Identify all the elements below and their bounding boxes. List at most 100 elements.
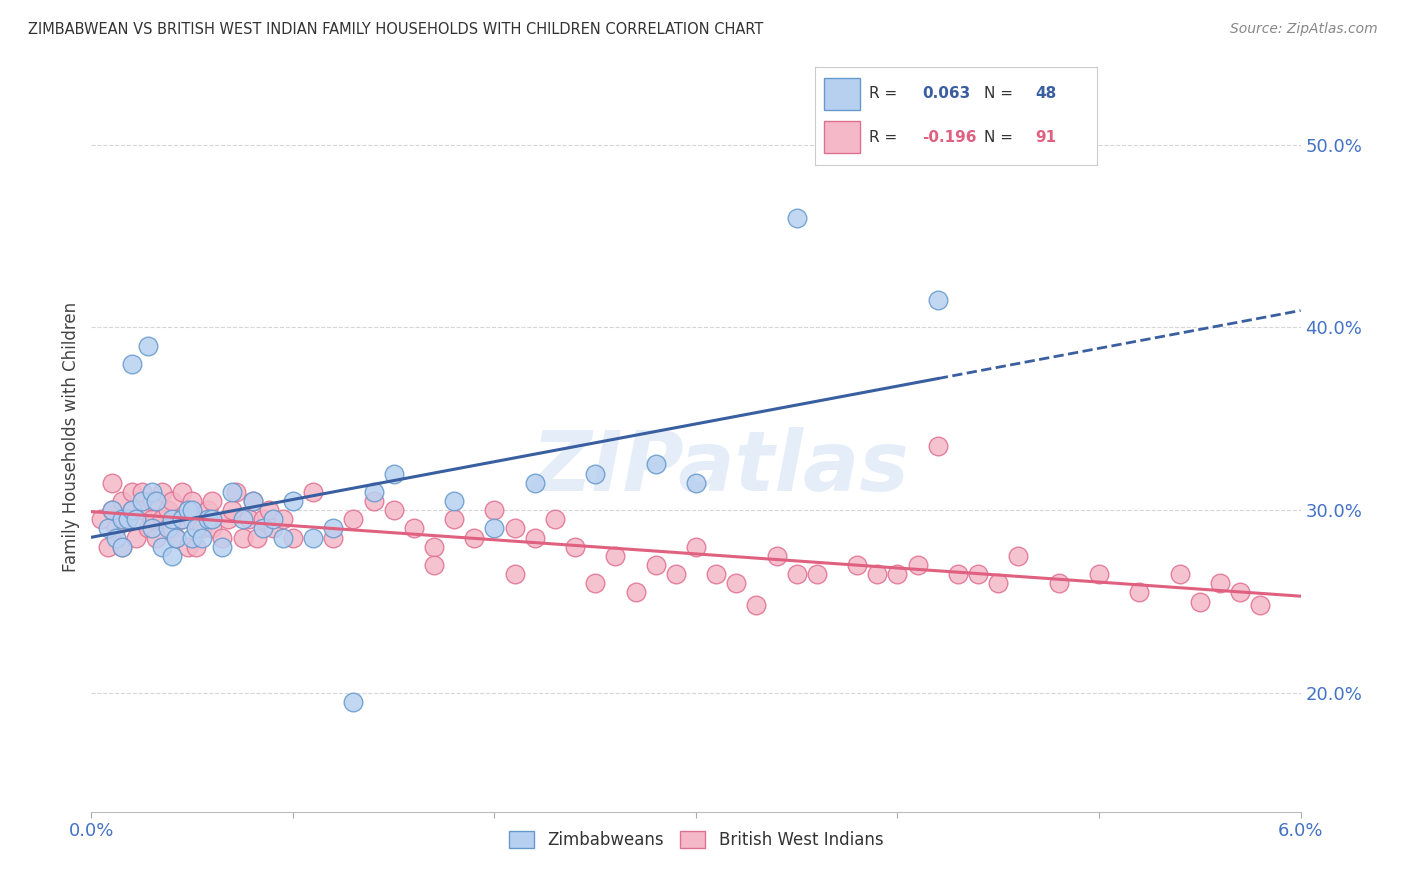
Point [281,531,304,545]
Bar [824,121,860,153]
Point [104,521,127,535]
Point [927,293,949,307]
Point [1229,585,1251,599]
Point [271,531,294,545]
Point [806,567,828,582]
Point [745,598,768,612]
Point [946,567,969,582]
Point [150,484,173,499]
Point [131,484,153,499]
Point [1168,567,1191,582]
Text: R =: R = [869,130,903,145]
Point [136,521,159,535]
Point [246,531,269,545]
Point [111,512,132,526]
Point [281,494,304,508]
Point [191,521,214,535]
Point [1007,549,1029,563]
Point [503,567,526,582]
Point [160,521,183,535]
Point [160,494,183,508]
Point [165,531,187,545]
Point [125,512,148,526]
Point [987,576,1010,591]
Point [191,531,214,545]
Point [443,512,465,526]
Point [423,540,446,554]
Point [131,503,153,517]
Text: ZIPatlas: ZIPatlas [531,426,910,508]
Point [685,475,707,490]
Point [201,512,224,526]
Point [186,540,208,554]
Point [145,531,167,545]
Point [402,521,425,535]
Point [221,503,243,517]
Point [217,512,239,526]
Point [1209,576,1232,591]
Point [172,484,194,499]
Point [238,512,260,526]
Point [186,521,208,535]
Point [523,531,546,545]
Point [302,531,325,545]
Point [322,521,344,535]
Point [136,339,159,353]
Point [211,540,233,554]
Point [177,540,200,554]
Point [104,531,127,545]
Point [484,503,506,517]
Point [665,567,688,582]
Point [141,494,163,508]
Point [1088,567,1111,582]
Point [704,567,727,582]
Point [117,512,139,526]
Point [156,503,179,517]
Point [564,540,586,554]
Point [121,503,143,517]
Point [786,211,808,225]
Point [544,512,567,526]
Point [181,531,204,545]
Text: Source: ZipAtlas.com: Source: ZipAtlas.com [1230,22,1378,37]
Point [644,458,666,472]
Point [605,549,627,563]
Point [125,531,148,545]
Point [221,484,243,499]
Point [181,512,204,526]
Point [583,467,606,481]
Point [484,521,506,535]
Text: ZIMBABWEAN VS BRITISH WEST INDIAN FAMILY HOUSEHOLDS WITH CHILDREN CORRELATION CH: ZIMBABWEAN VS BRITISH WEST INDIAN FAMILY… [28,22,763,37]
Point [252,521,274,535]
Point [523,475,546,490]
Legend: Zimbabweans, British West Indians: Zimbabweans, British West Indians [502,824,890,855]
Point [225,484,247,499]
Point [463,531,485,545]
Point [443,494,465,508]
Point [886,567,908,582]
Point [111,540,132,554]
Point [121,357,143,371]
Point [121,484,143,499]
Point [252,512,274,526]
Point [141,512,163,526]
Point [1047,576,1070,591]
Text: N =: N = [984,130,1018,145]
Point [242,494,264,508]
Point [165,531,187,545]
Point [181,503,204,517]
Point [121,503,143,517]
Text: 48: 48 [1035,86,1056,101]
Y-axis label: Family Households with Children: Family Households with Children [62,302,80,572]
Point [423,558,446,572]
Point [257,503,280,517]
Point [846,558,869,572]
Point [141,521,163,535]
Point [150,540,173,554]
Point [172,512,194,526]
Point [271,512,294,526]
Point [967,567,990,582]
Text: N =: N = [984,86,1018,101]
Bar [824,78,860,110]
Point [90,512,112,526]
